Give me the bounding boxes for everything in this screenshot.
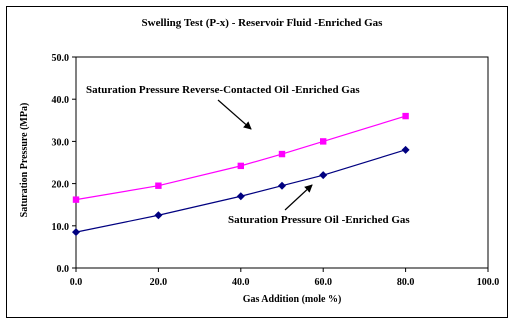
y-tick-label: 10.0 <box>52 222 70 233</box>
x-tick-label: 100.0 <box>477 277 500 288</box>
y-tick-label: 20.0 <box>52 180 70 191</box>
series-1 <box>72 145 410 237</box>
chart-title: Swelling Test (P-x) - Reservoir Fluid -E… <box>142 17 384 29</box>
y-tick-label: 0.0 <box>57 264 70 275</box>
data-point <box>278 181 286 190</box>
data-point <box>320 138 327 145</box>
x-tick-label: 80.0 <box>397 277 415 288</box>
annotation-arrows <box>217 99 313 211</box>
x-tick-label: 60.0 <box>314 277 332 288</box>
x-axis-label: Gas Addition (mole %) <box>243 294 342 305</box>
arrow-to-oil-series <box>284 184 313 211</box>
plot-area <box>75 56 489 269</box>
series-layer <box>72 112 410 237</box>
data-point <box>236 192 245 201</box>
data-point <box>319 171 328 180</box>
data-point <box>278 150 286 158</box>
x-tick-label: 40.0 <box>232 277 250 288</box>
y-axis-label: Saturation Pressure (MPa) <box>19 103 30 218</box>
y-tick-label: 50.0 <box>52 53 70 64</box>
data-point <box>401 145 410 154</box>
data-point <box>155 182 162 189</box>
y-tick-label: 30.0 <box>52 137 70 148</box>
series-line <box>75 115 406 201</box>
x-tick-label: 20.0 <box>150 277 168 288</box>
x-tick-label: 0.0 <box>70 277 83 288</box>
data-point <box>72 228 80 237</box>
chart-frame <box>6 6 508 318</box>
annotation-oil-enriched: Saturation Pressure Oil -Enriched Gas <box>228 214 410 226</box>
tick-layer: 0.0 20.0 40.0 60.0 80.0 100.0 0.0 10.0 20.0 30.0 4… <box>52 53 500 288</box>
data-point <box>72 196 80 203</box>
data-point <box>154 211 163 220</box>
annotation-reverse-contacted: Saturation Pressure Reverse-Contacted Oi… <box>86 84 360 96</box>
data-point <box>237 162 244 170</box>
series-0 <box>72 112 409 203</box>
data-point <box>402 112 409 120</box>
arrow-to-reverse-series <box>217 99 252 130</box>
plot-border <box>75 56 489 269</box>
series-line <box>75 149 406 233</box>
y-tick-label: 40.0 <box>52 95 70 106</box>
